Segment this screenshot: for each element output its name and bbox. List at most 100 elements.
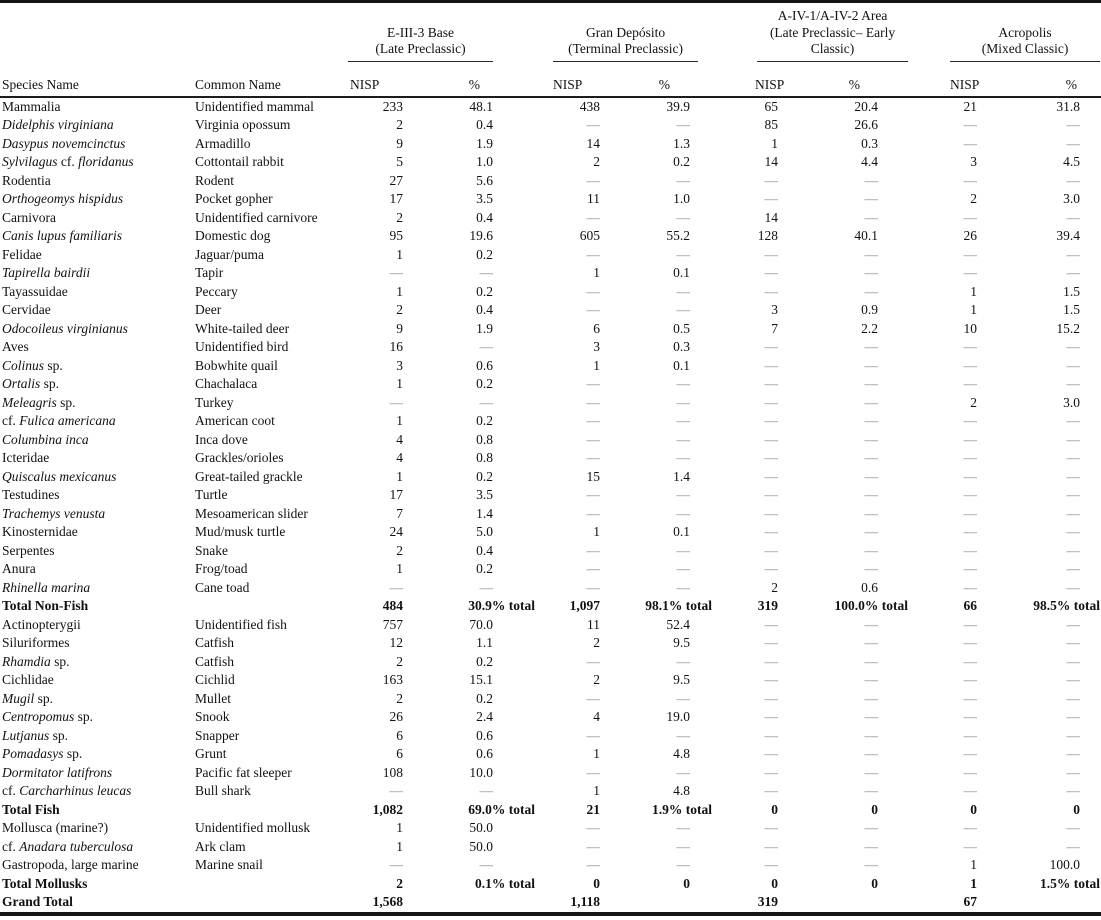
table-row: Orthogeomys hispidus Pocket gopher 17 3.5 11…	[0, 190, 1101, 209]
nisp-cell: 319	[757, 894, 779, 910]
nisp-cell: 3	[396, 357, 403, 373]
nisp-cell: —	[963, 450, 978, 466]
species-name-cell: Cervidae	[2, 302, 51, 318]
percent-cell: 0.4	[476, 209, 494, 225]
table-row: Odocoileus virginianus White-tailed deer 9…	[0, 320, 1101, 339]
table-row: Tayassuidae Peccary 1 0.2 — — — — 1 1.5	[0, 283, 1101, 302]
percent-cell: 15.2	[1056, 320, 1081, 336]
common-name-cell: Grunt	[195, 746, 227, 762]
percent-cell: 0.6	[861, 579, 879, 595]
nisp-cell: —	[963, 653, 978, 669]
nisp-cell: —	[764, 727, 779, 743]
nisp-cell: 1,082	[372, 801, 403, 817]
table-body: Mammalia Unidentified mammal 233 48.1 438 39.…	[0, 97, 1101, 914]
nisp-cell: —	[764, 505, 779, 521]
group-title-line: (Mixed Classic)	[981, 41, 1069, 56]
species-name-cell: Dormitator latifrons	[2, 764, 113, 780]
common-name-cell	[193, 893, 345, 914]
percent-cell: —	[1066, 764, 1081, 780]
percent-cell: —	[1066, 431, 1081, 447]
percent-cell: 0.2	[476, 690, 494, 706]
nisp-cell: 0	[771, 875, 779, 891]
common-name-cell: Mesoamerican slider	[195, 505, 308, 521]
percent-cell: 0.4	[476, 302, 494, 318]
percent-cell: 9.5	[673, 635, 691, 651]
percent-cell: —	[479, 265, 494, 281]
table-row: Mammalia Unidentified mammal 233 48.1 438 39.…	[0, 97, 1101, 117]
nisp-cell: 605	[579, 228, 601, 244]
group-title-line: A-IV-1/A-IV-2 Area	[777, 8, 888, 23]
nisp-cell: —	[586, 376, 601, 392]
nisp-cell: —	[963, 357, 978, 373]
nisp-cell: —	[764, 653, 779, 669]
percent-cell: —	[864, 616, 879, 632]
percent-cell: —	[1066, 542, 1081, 558]
nisp-cell: 1	[396, 376, 403, 392]
percent-cell: 0.2	[476, 246, 494, 262]
percent-cell: 39.9	[666, 98, 691, 114]
nisp-cell: 2	[396, 653, 403, 669]
nisp-cell: 85	[764, 117, 779, 133]
percent-cell: 4.5	[1063, 154, 1081, 170]
percent-cell: —	[1066, 246, 1081, 262]
nisp-column-header: NISP	[540, 61, 605, 98]
percent-cell: 0.8	[476, 450, 494, 466]
percent-cell: 5.0	[476, 524, 494, 540]
common-name-cell: Turtle	[195, 487, 228, 503]
percent-cell: —	[1066, 172, 1081, 188]
percent-cell: 4.4	[861, 154, 879, 170]
nisp-column-header: NISP	[712, 61, 784, 98]
percent-column-header: %	[981, 61, 1101, 98]
nisp-cell: 65	[764, 98, 779, 114]
common-name-cell: Great-tailed grackle	[195, 468, 303, 484]
group-title-line: Acropolis	[998, 24, 1052, 40]
table-row: Trachemys venusta Mesoamerican slider 7 1.4…	[0, 505, 1101, 524]
species-name-cell: Trachemys venusta	[2, 505, 106, 521]
table-row: Grand Total 1,568 1,118 319 67	[0, 893, 1101, 914]
nisp-cell: —	[963, 376, 978, 392]
table-row: Quiscalus mexicanus Great-tailed grackle 1…	[0, 468, 1101, 487]
percent-cell: —	[676, 376, 691, 392]
table-row: cf. Carcharhinus leucas Bull shark — — 1 4.8 —…	[0, 782, 1101, 801]
group-header-a-iv-area: A-IV-1/A-IV-2 Area (Late Preclassic– Ear…	[712, 2, 909, 62]
percent-cell	[782, 893, 908, 914]
percent-cell: —	[864, 283, 879, 299]
species-name-cell: Tapirella bairdii	[2, 265, 91, 281]
percent-cell: —	[864, 727, 879, 743]
percent-cell: —	[864, 857, 879, 873]
common-name-cell: Snapper	[195, 727, 240, 743]
nisp-cell: —	[586, 450, 601, 466]
percent-cell: —	[479, 579, 494, 595]
common-name-cell: Domestic dog	[195, 228, 271, 244]
percent-cell: —	[1066, 820, 1081, 836]
nisp-column-header: NISP	[345, 61, 407, 98]
percent-cell: —	[864, 524, 879, 540]
nisp-cell: 1,568	[372, 894, 403, 910]
percent-cell: 0	[1073, 801, 1081, 817]
table-row: Meleagris sp. Turkey — — — — — — 2 3.0	[0, 394, 1101, 413]
table-row: Sylvilagus cf. floridanus Cottontail rabb…	[0, 153, 1101, 172]
nisp-cell: —	[764, 764, 779, 780]
nisp-cell: —	[963, 172, 978, 188]
percent-cell: 3.5	[476, 487, 494, 503]
table-row: Colinus sp. Bobwhite quail 3 0.6 1 0.1 — — — —	[0, 357, 1101, 376]
species-name-cell: Kinosternidae	[2, 524, 78, 540]
percent-cell: 0.3	[673, 339, 691, 355]
species-name-cell: Serpentes	[2, 542, 55, 558]
nisp-cell: 1	[771, 135, 779, 151]
percent-cell: —	[676, 302, 691, 318]
table-row: Gastropoda, large marine Marine snail — — — —…	[0, 856, 1101, 875]
percent-cell: —	[864, 209, 879, 225]
percent-cell: 0.4	[476, 117, 494, 133]
percent-cell: —	[676, 690, 691, 706]
nisp-cell: —	[586, 505, 601, 521]
nisp-cell: 3	[970, 154, 978, 170]
nisp-cell: 27	[389, 172, 404, 188]
percent-cell: 10.0	[469, 764, 494, 780]
percent-cell: 1.9	[476, 320, 494, 336]
table-row: Total Fish 1,082 69.0% total 21 1.9% total 0 0…	[0, 801, 1101, 820]
table-row: Serpentes Snake 2 0.4 — — — — — —	[0, 542, 1101, 561]
species-name-cell: Dasypus novemcinctus	[2, 135, 126, 151]
nisp-cell: —	[764, 690, 779, 706]
nisp-cell: —	[963, 764, 978, 780]
